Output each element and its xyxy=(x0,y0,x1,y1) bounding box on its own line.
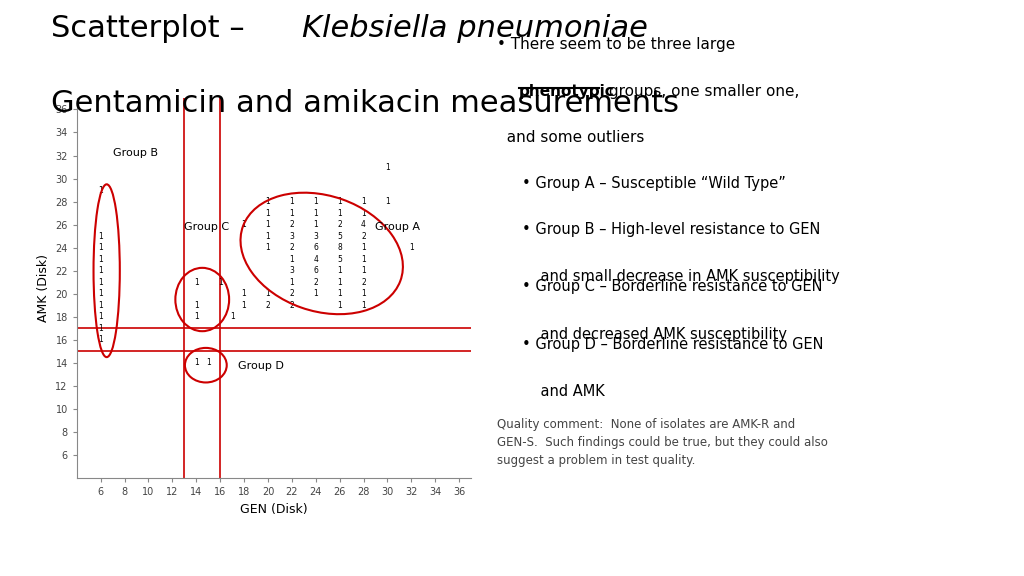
Text: 1: 1 xyxy=(385,162,390,172)
Y-axis label: AMK (Disk): AMK (Disk) xyxy=(37,254,50,322)
Text: 6: 6 xyxy=(313,243,318,252)
Text: 1: 1 xyxy=(218,278,222,287)
Text: 2: 2 xyxy=(361,278,366,287)
Text: 1: 1 xyxy=(98,255,103,264)
Text: 1: 1 xyxy=(337,278,342,287)
Text: 1: 1 xyxy=(194,312,199,321)
Text: • Group D – Borderline resistance to GEN: • Group D – Borderline resistance to GEN xyxy=(522,337,823,352)
Text: 2: 2 xyxy=(290,243,294,252)
Text: 1: 1 xyxy=(265,243,270,252)
Text: 4: 4 xyxy=(313,255,318,264)
Text: 1: 1 xyxy=(385,197,390,206)
Text: 2: 2 xyxy=(361,232,366,241)
Text: 1: 1 xyxy=(361,266,366,275)
Text: and decreased AMK susceptibility: and decreased AMK susceptibility xyxy=(522,327,787,342)
Text: 1: 1 xyxy=(98,232,103,241)
Text: 1: 1 xyxy=(98,312,103,321)
Text: Group D: Group D xyxy=(238,361,284,370)
Text: 5: 5 xyxy=(337,255,342,264)
Text: 1: 1 xyxy=(229,312,234,321)
Text: groups, one smaller one,: groups, one smaller one, xyxy=(604,84,800,98)
Text: Klebsiella pneumoniae: Klebsiella pneumoniae xyxy=(302,14,648,43)
Text: Group A: Group A xyxy=(376,222,421,232)
Text: • Group A – Susceptible “Wild Type”: • Group A – Susceptible “Wild Type” xyxy=(522,176,786,191)
Text: 1: 1 xyxy=(194,358,199,367)
Text: and some outliers: and some outliers xyxy=(497,130,644,145)
Text: • There seem to be three large: • There seem to be three large xyxy=(497,37,735,52)
Text: 1: 1 xyxy=(98,335,103,344)
Text: 2: 2 xyxy=(265,301,270,310)
Text: • Group C – Borderline resistance to GEN: • Group C – Borderline resistance to GEN xyxy=(522,279,822,294)
Text: 6: 6 xyxy=(313,266,318,275)
Text: 1: 1 xyxy=(265,232,270,241)
Text: 1: 1 xyxy=(337,301,342,310)
Text: 2: 2 xyxy=(290,220,294,229)
Text: 1: 1 xyxy=(361,197,366,206)
Text: 1: 1 xyxy=(98,243,103,252)
Text: 3: 3 xyxy=(290,266,294,275)
Text: 2: 2 xyxy=(313,278,318,287)
Text: 1: 1 xyxy=(98,278,103,287)
Text: 2: 2 xyxy=(290,301,294,310)
Text: • Group B – High-level resistance to GEN: • Group B – High-level resistance to GEN xyxy=(522,222,820,237)
Text: Group B: Group B xyxy=(113,147,158,157)
Text: 1: 1 xyxy=(409,243,414,252)
Text: 1: 1 xyxy=(313,197,318,206)
Text: 1: 1 xyxy=(98,185,103,195)
Text: phenotypic: phenotypic xyxy=(519,84,615,98)
Text: 1: 1 xyxy=(337,209,342,218)
Text: 1: 1 xyxy=(361,243,366,252)
Text: 1: 1 xyxy=(361,209,366,218)
Text: Gentamicin and amikacin measurements: Gentamicin and amikacin measurements xyxy=(51,89,679,118)
Text: 1: 1 xyxy=(206,358,211,367)
Text: 5: 5 xyxy=(337,232,342,241)
Text: 1: 1 xyxy=(98,324,103,333)
Text: 1: 1 xyxy=(313,220,318,229)
Text: 1: 1 xyxy=(265,289,270,298)
Text: 1: 1 xyxy=(290,278,294,287)
Text: 1: 1 xyxy=(361,289,366,298)
Text: 1: 1 xyxy=(265,220,270,229)
Text: 1: 1 xyxy=(313,209,318,218)
Text: 1: 1 xyxy=(265,209,270,218)
Text: 3: 3 xyxy=(313,232,318,241)
Text: 1: 1 xyxy=(361,255,366,264)
Text: 1: 1 xyxy=(290,255,294,264)
Text: 1: 1 xyxy=(265,197,270,206)
Text: 1: 1 xyxy=(98,301,103,310)
Text: 1: 1 xyxy=(194,278,199,287)
Text: 1: 1 xyxy=(290,197,294,206)
Text: 1: 1 xyxy=(290,209,294,218)
Text: and AMK: and AMK xyxy=(522,384,605,399)
Text: Scatterplot –: Scatterplot – xyxy=(51,14,255,43)
Text: 1: 1 xyxy=(337,266,342,275)
Text: 1: 1 xyxy=(98,289,103,298)
Text: Quality comment:  None of isolates are AMK-R and
GEN-S.  Such findings could be : Quality comment: None of isolates are AM… xyxy=(497,418,827,467)
Text: 3: 3 xyxy=(290,232,294,241)
Text: 1: 1 xyxy=(337,197,342,206)
X-axis label: GEN (Disk): GEN (Disk) xyxy=(240,503,308,516)
Text: 1: 1 xyxy=(361,301,366,310)
Text: 2: 2 xyxy=(337,220,342,229)
Text: 1: 1 xyxy=(242,289,247,298)
Text: and small decrease in AMK susceptibility: and small decrease in AMK susceptibility xyxy=(522,269,840,284)
Text: 4: 4 xyxy=(361,220,366,229)
Text: 1: 1 xyxy=(242,301,247,310)
Text: 1: 1 xyxy=(313,289,318,298)
Text: 2: 2 xyxy=(290,289,294,298)
Text: 1: 1 xyxy=(98,266,103,275)
Text: Group C: Group C xyxy=(184,222,229,232)
Text: 8: 8 xyxy=(337,243,342,252)
Text: 1: 1 xyxy=(337,289,342,298)
Text: 1: 1 xyxy=(194,301,199,310)
Text: 1: 1 xyxy=(242,220,247,229)
